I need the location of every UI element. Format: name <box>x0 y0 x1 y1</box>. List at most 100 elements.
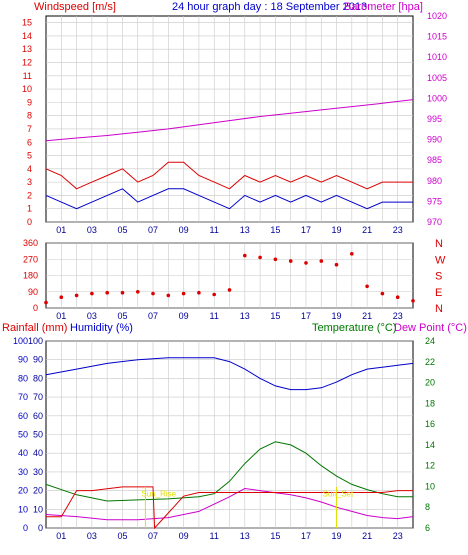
rainfall-tick-label: 80 <box>18 373 28 383</box>
wind-xtick-label: 11 <box>210 225 219 235</box>
windspeed-tick-label: 1 <box>27 204 32 214</box>
wind-direction-point <box>181 291 186 296</box>
barometer-tick-label: 970 <box>427 217 442 227</box>
wind-direction-point <box>411 299 415 303</box>
sunset-label: Sun_Set <box>323 489 354 498</box>
windspeed-tick-label: 2 <box>27 190 32 200</box>
wind-direction-point <box>166 293 171 298</box>
barometer-tick-label: 1015 <box>427 32 447 42</box>
rain-xtick-label: 23 <box>393 531 403 541</box>
temperature-tick-label: 14 <box>425 440 435 450</box>
rain-xtick-label: 15 <box>270 531 280 541</box>
direction-xtick-label: 13 <box>240 311 250 321</box>
rainfall-tick-label: 50 <box>18 430 28 440</box>
humidity-axis-title: Humidity (%) <box>70 322 133 334</box>
humidity-tick-label: 80 <box>33 373 43 383</box>
windspeed-tick-label: 11 <box>23 71 32 81</box>
windspeed-tick-label: 4 <box>27 164 32 174</box>
rain-xtick-label: 19 <box>332 531 342 541</box>
rain-xtick-label: 09 <box>179 531 189 541</box>
wind-xtick-label: 07 <box>148 225 158 235</box>
series-average-line <box>45 188 413 210</box>
wind-direction-point <box>90 291 94 296</box>
humidity-tick-label: 100 <box>28 336 43 346</box>
direction-xtick-label: 15 <box>270 311 280 321</box>
temperature-tick-label: 18 <box>425 398 435 408</box>
wind-xtick-label: 21 <box>362 225 372 235</box>
barometer-tick-label: 980 <box>427 176 442 186</box>
rainfall-tick-label: 40 <box>18 448 28 458</box>
direction-xtick-label: 17 <box>301 311 311 321</box>
barometer-tick-label: 1020 <box>427 11 447 21</box>
temperature-tick-label: 8 <box>425 502 430 512</box>
wind-direction-point <box>59 295 64 300</box>
rainfall-tick-label: 10 <box>18 504 28 514</box>
compass-label: N <box>435 238 443 250</box>
temperature-axis-title: Temperature (°C) <box>312 322 396 334</box>
rainfall-tick-label: 100 <box>13 336 28 346</box>
rain-xtick-label: 01 <box>56 531 66 541</box>
barometer-tick-label: 995 <box>427 114 442 124</box>
direction-tick-label: 90 <box>28 287 38 297</box>
humidity-tick-label: 70 <box>33 392 43 402</box>
direction-xtick-label: 01 <box>56 311 66 321</box>
wind-xtick-label: 03 <box>87 225 97 235</box>
rain-xtick-label: 11 <box>210 531 219 541</box>
humidity-tick-label: 60 <box>33 411 43 421</box>
temperature-tick-label: 22 <box>425 357 435 367</box>
compass-label: N <box>435 303 443 315</box>
humidity-tick-label: 50 <box>33 430 43 440</box>
wind-direction-point <box>395 295 400 300</box>
windspeed-tick-label: 6 <box>27 137 32 147</box>
temperature-tick-label: 16 <box>425 419 435 429</box>
rain-xtick-label: 17 <box>301 531 311 541</box>
direction-xtick-label: 11 <box>210 311 219 321</box>
wind-xtick-label: 09 <box>179 225 189 235</box>
barometer-tick-label: 985 <box>427 155 442 165</box>
wind-direction-point <box>151 291 155 296</box>
humidity-tick-label: 90 <box>33 355 43 365</box>
windspeed-tick-label: 15 <box>22 18 32 28</box>
temperature-tick-label: 10 <box>425 481 435 491</box>
rainfall-tick-label: 90 <box>18 355 28 365</box>
direction-tick-label: 0 <box>33 303 38 313</box>
compass-label: S <box>435 271 442 283</box>
rainfall-tick-label: 0 <box>23 523 28 533</box>
windspeed-tick-label: 8 <box>27 111 32 121</box>
windspeed-tick-label: 13 <box>22 44 32 54</box>
windspeed-tick-label: 10 <box>22 84 32 94</box>
windspeed-tick-label: 9 <box>27 97 32 107</box>
windspeed-tick-label: 3 <box>27 177 32 187</box>
wind-direction-point <box>74 293 79 298</box>
barometer-tick-label: 975 <box>427 196 442 206</box>
panels-layer: 0123456789101112131415970975980985990995… <box>13 11 447 541</box>
wind-direction-point <box>319 259 324 263</box>
rain-xtick-label: 07 <box>148 531 158 541</box>
humidity-tick-label: 40 <box>33 448 43 458</box>
barometer-axis-title: Barometer [hpa] <box>344 1 423 13</box>
barometer-tick-label: 990 <box>427 135 442 145</box>
direction-xtick-label: 05 <box>117 311 127 321</box>
rainfall-tick-label: 60 <box>18 411 28 421</box>
wind-direction-point <box>44 300 48 305</box>
wind-direction-point <box>380 291 385 296</box>
windspeed-tick-label: 0 <box>27 217 32 227</box>
temperature-tick-label: 24 <box>425 336 435 346</box>
windspeed-tick-label: 7 <box>27 124 32 134</box>
wind-xtick-label: 13 <box>240 225 250 235</box>
chart-title: 24 hour graph day : 18 September 2013 <box>172 1 367 13</box>
windspeed-axis-title: Windspeed [m/s] <box>34 1 116 13</box>
wind-xtick-label: 19 <box>332 225 342 235</box>
rainfall-axis-title: Rainfall (mm) <box>2 322 67 334</box>
direction-xtick-label: 07 <box>148 311 158 321</box>
barometer-tick-label: 1010 <box>427 52 447 62</box>
wind-xtick-label: 05 <box>117 225 127 235</box>
wind-direction-point <box>120 290 125 295</box>
humidity-tick-label: 30 <box>33 467 43 477</box>
rain-xtick-label: 21 <box>362 531 372 541</box>
series-barometer-line <box>45 99 414 142</box>
temperature-tick-label: 20 <box>425 378 435 388</box>
wind-direction-point <box>227 288 232 292</box>
series-rainfall-line <box>46 486 413 530</box>
